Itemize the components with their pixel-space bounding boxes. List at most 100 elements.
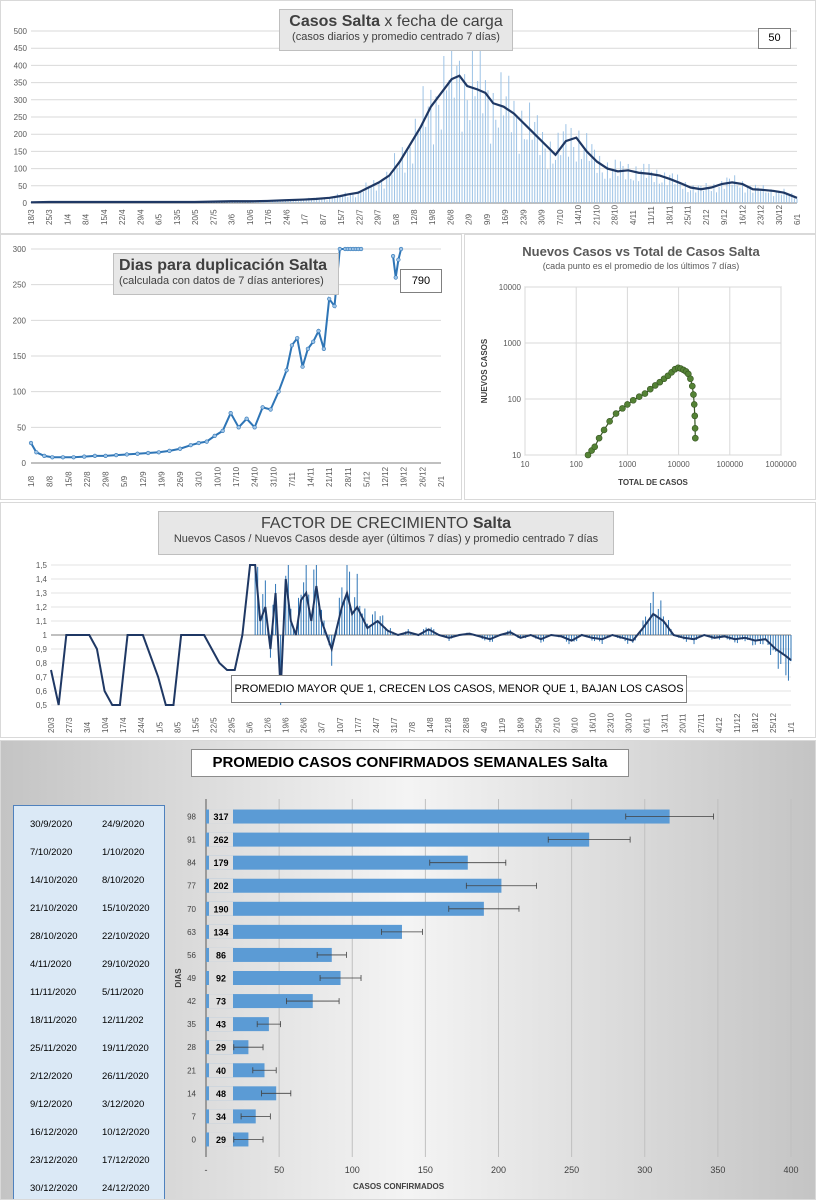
x-tick-label: 10 [521,460,530,469]
x-tick-label: 25/11 [684,205,693,225]
x-tick-label: 4/12 [715,717,724,733]
series-point [276,389,281,394]
bar-value-label: 29 [216,1135,226,1145]
x-tick-label: 13/5 [173,209,182,225]
x-tick-label: 100 [570,460,584,469]
chart-weekly-average: PROMEDIO CASOS CONFIRMADOS SEMANALES Sal… [0,740,816,1200]
x-tick-label: 10/4 [101,717,110,733]
y-tick-label: 100 [14,165,28,174]
bar-value-label: 43 [216,1020,226,1030]
category-label: 35 [187,1020,196,1029]
date-end: 11/11/2020 [30,987,77,998]
series-point [398,246,404,252]
x-tick-label: 22/8 [83,471,92,487]
scatter-point [624,401,631,408]
date-start: 5/11/2020 [102,987,144,998]
scatter-point [612,410,620,417]
x-tick-label: 27/11 [697,713,706,733]
growth-factor-note: PROMEDIO MAYOR QUE 1, CRECEN LOS CASOS, … [231,675,687,703]
date-range-row: 30/12/2020 24/12/2020 [14,1178,166,1199]
x-tick-label: 19/6 [282,717,291,733]
date-start: 15/10/2020 [102,903,150,914]
value-label-bg [209,1063,233,1078]
bar-value-label: 73 [216,997,226,1007]
date-start: 17/12/2020 [102,1155,150,1166]
x-tick-label: 26/6 [300,717,309,733]
y-tick-label: 250 [14,113,28,122]
weekly-title-rest: PROMEDIO CASOS CONFIRMADOS SEMANALES [212,754,568,771]
x-tick-label: 18/11 [665,205,674,225]
series-point [103,453,108,458]
value-label-bg [209,1109,233,1124]
category-label: 49 [187,974,196,983]
weekly-title-bold: Salta [567,754,608,771]
x-tick-label: 12/8 [410,209,419,225]
x-tick-label: 1/1 [787,721,796,733]
y-tick-label: 1,3 [36,589,48,598]
series-point [60,455,66,460]
series-point [289,343,295,348]
x-tick-label: 25/9 [534,717,543,733]
series-point [156,450,161,455]
x-tick-label: 24/4 [137,717,146,733]
x-tick-label: 300 [637,1165,652,1175]
x-tick-label: 6/1 [793,213,802,225]
bar-value-label: 29 [216,1043,226,1053]
x-tick-label: 1000000 [765,460,797,469]
x-tick-label: 28/10 [611,204,620,225]
x-tick-label: 9/9 [483,213,492,225]
x-tick-label: 21/11 [325,467,334,487]
date-end: 28/10/2020 [30,931,78,942]
new-vs-total-title: Nuevos Casos vs Total de Casos Salta [522,244,760,259]
y-tick-label: 300 [13,245,27,254]
value-label-bg [209,924,233,939]
y-axis-title: DIAS [174,968,183,988]
x-tick-label: 350 [710,1165,725,1175]
date-end: 16/12/2020 [30,1127,78,1138]
bar-value-label: 179 [213,858,228,868]
x-tick-label: 5/6 [246,721,255,733]
x-tick-label: 8/7 [319,213,328,225]
x-tick-label: 8/5 [173,721,182,733]
x-tick-label: 29/8 [102,471,111,487]
series-point [390,254,396,259]
bar [206,832,590,847]
y-tick-label: 250 [13,281,27,290]
category-label: 21 [187,1066,196,1075]
scatter-point [595,434,603,442]
x-tick-label: 14/11 [307,467,316,487]
x-tick-label: 25/3 [45,209,54,225]
date-start: 10/12/2020 [102,1127,150,1138]
x-tick-label: 8/8 [46,475,55,487]
x-tick-label: 28/8 [462,717,471,733]
x-tick-label: 6/11 [643,717,652,733]
series-point [300,364,305,369]
y-tick-label: 0 [23,199,28,208]
bar [206,901,484,916]
new-vs-total-subtitle: (cada punto es el promedio de los último… [542,261,740,271]
date-start: 26/11/2020 [102,1071,149,1082]
bar [206,809,670,824]
category-label: 91 [187,836,196,845]
y-tick-label: 400 [14,61,28,70]
category-label: 98 [187,813,196,822]
category-label: 70 [187,905,196,914]
date-range-row: 23/12/2020 17/12/2020 [14,1150,166,1173]
bar-value-label: 34 [216,1112,226,1122]
x-tick-label: 4/9 [480,721,489,733]
date-start: 24/9/2020 [102,819,145,830]
series-point [42,453,47,458]
x-tick-label: 21/10 [592,204,601,225]
daily-cases-title-box: Casos Salta x fecha de carga (casos diar… [279,9,513,51]
series-point [228,410,233,416]
series-point [34,450,39,455]
x-tick-label: 5/9 [120,475,129,487]
x-tick-label: 250 [564,1165,579,1175]
series-point [295,336,300,341]
x-tick-label: 19/8 [428,209,437,225]
bar-value-label: 262 [213,835,228,845]
series-line [392,248,403,278]
x-tick-label: 23/12 [757,204,766,225]
date-end: 9/12/2020 [30,1099,73,1110]
